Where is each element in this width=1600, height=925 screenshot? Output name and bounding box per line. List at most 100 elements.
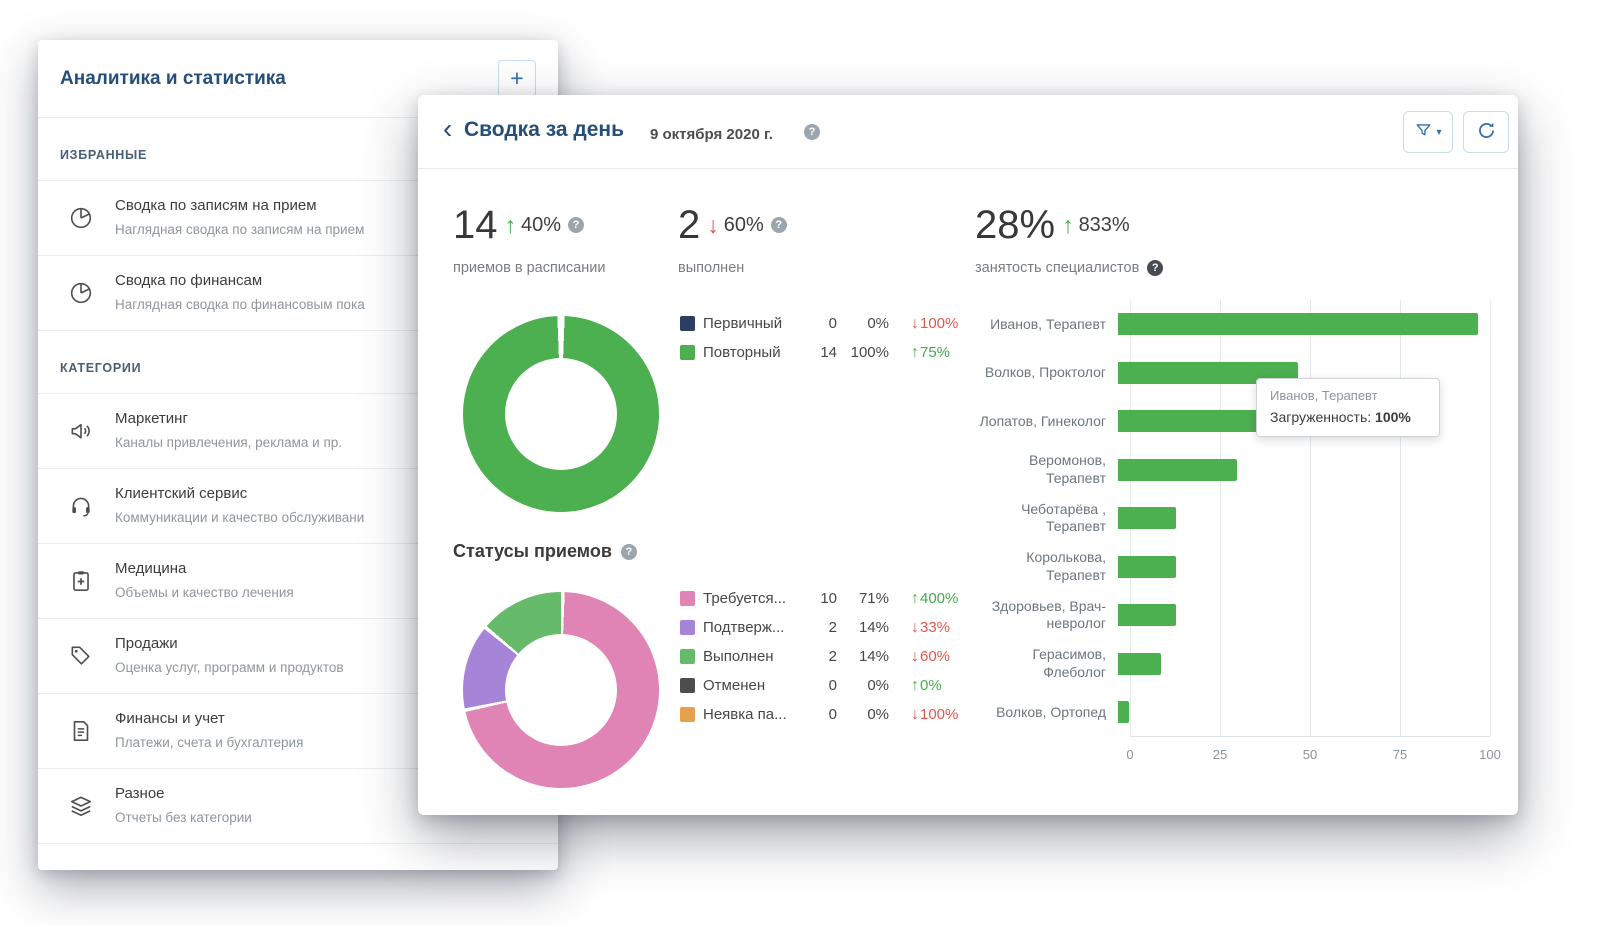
add-report-button[interactable]: + xyxy=(498,59,536,98)
trend-up-icon: ↑ xyxy=(504,211,517,238)
legend-trend: ↑ 400% xyxy=(911,589,959,608)
visit-types-donut-chart[interactable] xyxy=(463,316,659,512)
sidebar-item[interactable]: Сводка по записям на прием Наглядная свод… xyxy=(38,181,558,256)
bar[interactable] xyxy=(1118,555,1176,578)
stat-label: занятость специалистов? xyxy=(975,260,1164,276)
plus-icon: + xyxy=(510,65,524,91)
item-subtitle: Наглядная сводка по финансовым пока xyxy=(115,297,365,312)
occupancy-bar-chart: Иванов, Терапевт Волков, Проктолог Лопатов… xyxy=(978,300,1501,770)
bar-row: Лопатов, Гинеколог xyxy=(978,397,1490,446)
item-title: Медицина xyxy=(115,560,187,577)
trend-up-icon: ↑ xyxy=(911,676,919,694)
stat: 28% ↑ 833% занятость специалистов? xyxy=(975,203,1164,276)
filter-button[interactable]: ▾ xyxy=(1403,111,1453,153)
tooltip-title: Иванов, Терапевт xyxy=(1270,388,1378,403)
legend-count: 0 xyxy=(828,315,837,332)
bar-track xyxy=(1118,494,1478,543)
legend-label: Повторный xyxy=(703,344,781,361)
bar[interactable] xyxy=(1118,652,1162,675)
bar[interactable] xyxy=(1118,410,1298,432)
legend-swatch xyxy=(680,649,695,664)
report-header: ‹ Сводка за день 9 октября 2020 г. ? ▾ xyxy=(418,95,1518,169)
item-title: Сводка по записям на прием xyxy=(115,197,317,214)
gridline xyxy=(1400,300,1401,736)
help-icon[interactable]: ? xyxy=(568,217,585,233)
item-title: Финансы и учет xyxy=(115,710,225,727)
bar[interactable] xyxy=(1118,458,1237,481)
bar[interactable] xyxy=(1118,701,1129,723)
bar-row: Герасимов, Флеболог xyxy=(978,640,1490,689)
legend-label: Отменен xyxy=(703,677,766,694)
sidebar-item[interactable]: Разное Отчеты без категории xyxy=(38,769,558,844)
legend-trend: ↑ 0% xyxy=(911,676,942,695)
item-subtitle: Оценка услуг, программ и продуктов xyxy=(115,660,344,675)
chart-tooltip: Иванов, Терапевт Загруженность: 100% xyxy=(1256,378,1440,437)
sidebar-item[interactable]: Клиентский сервис Коммуникации и качество… xyxy=(38,469,558,544)
bar-track xyxy=(1118,349,1478,398)
legend-trend: ↓ 33% xyxy=(911,618,951,637)
help-icon[interactable]: ? xyxy=(1147,260,1164,276)
sidebar-item[interactable]: Маркетинг Каналы привлечения, реклама и п… xyxy=(38,394,558,469)
legend-item[interactable]: Выполнен 2 14% ↓ 60% xyxy=(680,642,980,671)
bar[interactable] xyxy=(1118,604,1176,626)
bar-category-label: Королькова, Терапевт xyxy=(1026,549,1106,583)
bar-category-label: Веромонов, Терапевт xyxy=(1029,452,1106,486)
gridline xyxy=(1490,300,1491,736)
refresh-button[interactable] xyxy=(1463,111,1509,153)
item-subtitle: Платежи, счета и бухгалтерия xyxy=(115,735,304,750)
trend-down-icon: ↓ xyxy=(911,314,919,332)
bar[interactable] xyxy=(1118,361,1298,384)
legend-trend: ↓ 60% xyxy=(911,647,951,666)
bar-row: Волков, Проктолог xyxy=(978,349,1490,398)
legend-item[interactable]: Требуется... 10 71% ↑ 400% xyxy=(680,584,980,613)
legend-count: 0 xyxy=(828,677,837,694)
gridline xyxy=(1220,300,1221,736)
sidebar-sections: ИЗБРАННЫЕ Сводка по записям на прием Нагля… xyxy=(38,118,558,844)
trend-down-icon: ↓ xyxy=(911,647,919,665)
legend-item[interactable]: Повторный 14 100% ↑ 75% xyxy=(680,338,980,367)
stat: 14 ↑ 40%? приемов в расписании xyxy=(453,203,605,276)
help-icon[interactable]: ? xyxy=(804,124,820,140)
report-date[interactable]: 9 октября 2020 г. xyxy=(650,126,773,143)
legend-swatch xyxy=(680,620,695,635)
item-subtitle: Каналы привлечения, реклама и пр. xyxy=(115,435,343,450)
legend-label: Первичный xyxy=(703,315,783,332)
sidebar-item[interactable]: Продажи Оценка услуг, программ и продукто… xyxy=(38,619,558,694)
megaphone-icon xyxy=(68,418,94,444)
visit-statuses-donut-chart[interactable] xyxy=(463,592,659,788)
section-label: КАТЕГОРИИ xyxy=(38,331,558,394)
legend-item[interactable]: Неявка па... 0 0% ↓ 100% xyxy=(680,700,980,729)
legend-trend: ↓ 100% xyxy=(911,705,959,724)
legend-label: Подтверж... xyxy=(703,619,785,636)
bar-track xyxy=(1118,446,1478,495)
sidebar-item[interactable]: Медицина Объемы и качество лечения xyxy=(38,544,558,619)
bar-category-label: Герасимов, Флеболог xyxy=(1032,646,1106,680)
chart-rows: Иванов, Терапевт Волков, Проктолог Лопатов… xyxy=(978,300,1490,737)
stat-label: выполнен xyxy=(678,260,745,276)
bar-track xyxy=(1118,640,1478,689)
visit-statuses-legend: Требуется... 10 71% ↑ 400% Подтверж... 2 14% ↓ 33… xyxy=(680,584,980,729)
item-title: Сводка по финансам xyxy=(115,272,263,289)
help-icon[interactable]: ? xyxy=(770,217,787,233)
legend-item[interactable]: Первичный 0 0% ↓ 100% xyxy=(680,309,980,338)
legend-item[interactable]: Отменен 0 0% ↑ 0% xyxy=(680,671,980,700)
legend-percent: 71% xyxy=(858,590,889,607)
bar[interactable] xyxy=(1118,313,1478,335)
bar-row: Королькова, Терапевт xyxy=(978,543,1490,592)
help-icon[interactable]: ? xyxy=(620,543,637,560)
axis-tick-label: 0 xyxy=(1126,747,1134,762)
trend-up-icon: ↑ xyxy=(1062,211,1074,238)
bar-track xyxy=(1118,543,1478,592)
legend-swatch xyxy=(680,345,695,360)
caret-down-icon: ▾ xyxy=(1436,126,1442,138)
bar-category-label: Здоровьев, Врач-невролог xyxy=(991,597,1106,632)
bar[interactable] xyxy=(1118,507,1176,529)
stat-trend-value: 40% xyxy=(521,213,562,236)
back-chevron-icon[interactable]: ‹ xyxy=(443,113,453,144)
legend-count: 2 xyxy=(828,619,837,636)
sidebar-item[interactable]: Сводка по финансам Наглядная сводка по фи… xyxy=(38,256,558,331)
legend-item[interactable]: Подтверж... 2 14% ↓ 33% xyxy=(680,613,980,642)
sidebar-item[interactable]: Финансы и учет Платежи, счета и бухгалтер… xyxy=(38,694,558,769)
legend-percent: 0% xyxy=(867,315,889,332)
